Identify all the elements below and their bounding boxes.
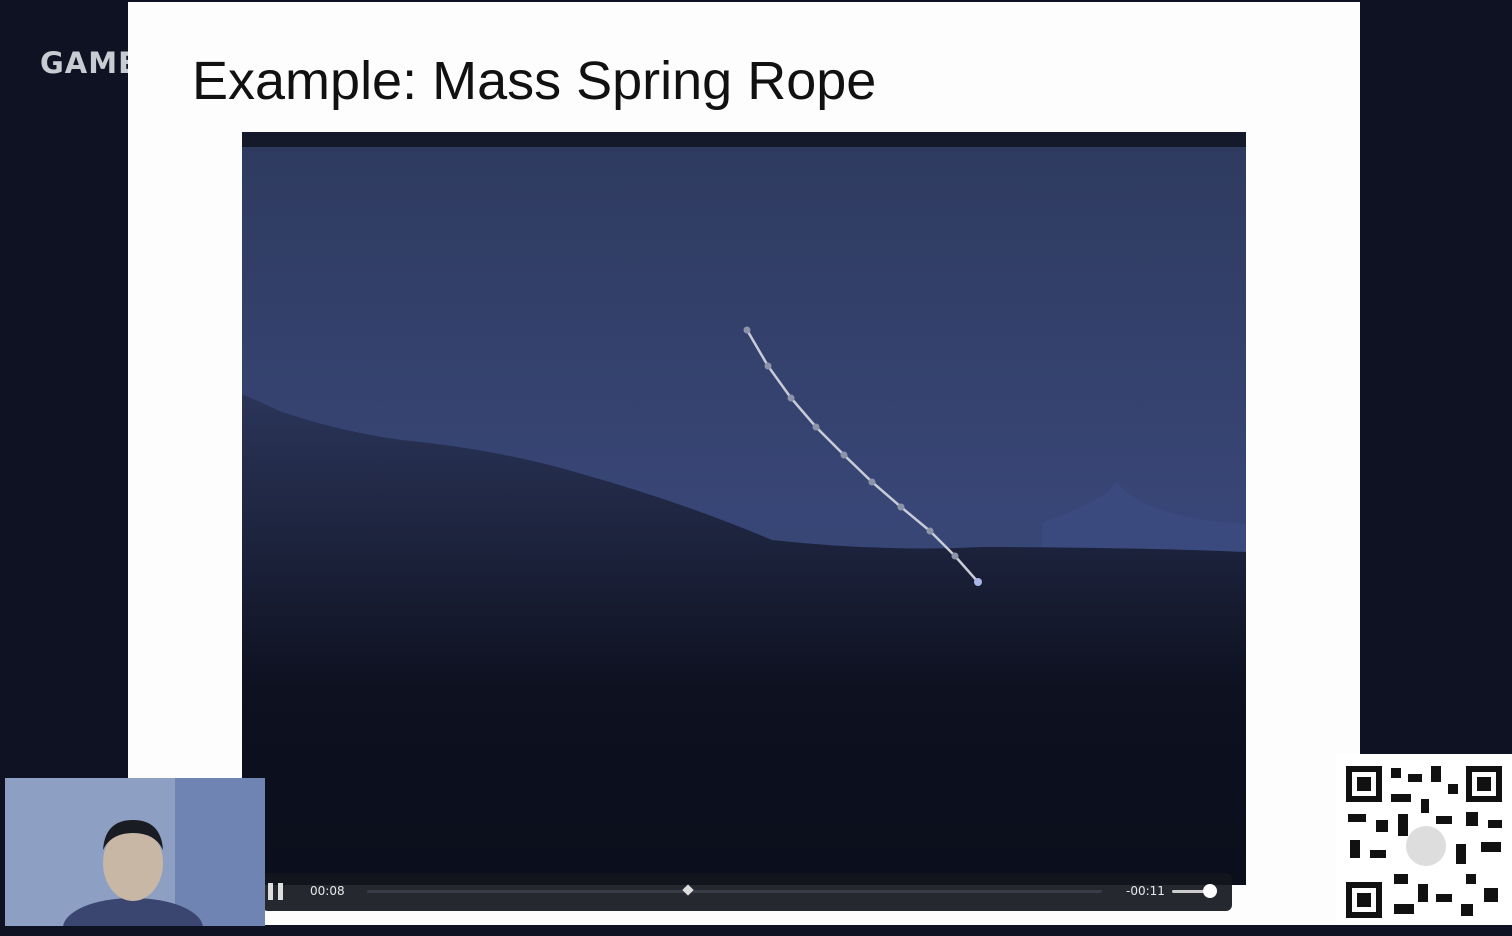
remaining-time: -00:11: [1126, 884, 1165, 898]
qr-code: [1336, 754, 1512, 925]
top-bar: [242, 132, 1246, 147]
hills: [242, 394, 1246, 885]
scrubber[interactable]: [682, 884, 694, 896]
mountain: [1042, 482, 1246, 562]
slide-title: Example: Mass Spring Rope: [192, 51, 877, 111]
channel-name: GAME: [40, 46, 139, 80]
volume-slider[interactable]: [1172, 890, 1212, 893]
webcam: [5, 778, 265, 926]
volume-knob[interactable]: [1203, 884, 1217, 898]
controls-graphics: [268, 883, 1217, 900]
elapsed-time: 00:08: [310, 884, 345, 898]
video-controls: 00:08 -00:11: [262, 873, 1232, 911]
video-frame: [242, 132, 1246, 885]
progress-bar[interactable]: [367, 890, 1102, 893]
pause-button[interactable]: [268, 883, 283, 900]
rope: [743, 326, 982, 586]
